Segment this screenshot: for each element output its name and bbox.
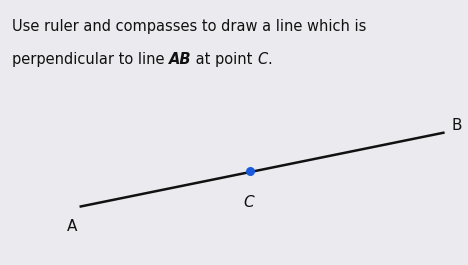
Text: Use ruler and compasses to draw a line which is: Use ruler and compasses to draw a line w… xyxy=(12,19,366,34)
Text: C: C xyxy=(244,195,254,210)
Text: A: A xyxy=(67,219,78,234)
Text: B: B xyxy=(452,118,462,133)
Text: C: C xyxy=(257,52,268,67)
Point xyxy=(247,169,254,173)
Text: at point: at point xyxy=(191,52,257,67)
Text: AB: AB xyxy=(169,52,191,67)
Text: perpendicular to line: perpendicular to line xyxy=(12,52,169,67)
Text: .: . xyxy=(268,52,272,67)
